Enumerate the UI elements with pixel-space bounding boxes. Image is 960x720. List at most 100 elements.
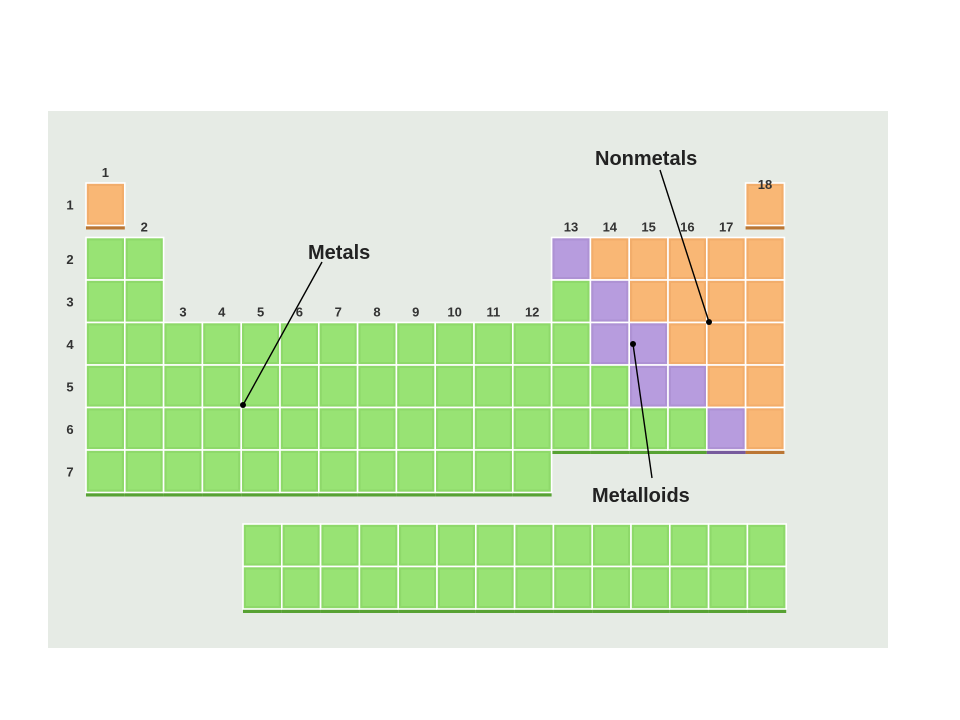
element-cell-metal: [550, 279, 592, 327]
element-cell-nonmetal: [667, 321, 708, 369]
element-cell-metal: [280, 523, 322, 571]
element-cell-nonmetal: [744, 236, 786, 284]
metalloids-label: Metalloids: [592, 485, 690, 507]
element-cell-metal: [356, 406, 398, 454]
group-label: 10: [447, 305, 461, 320]
group-label: 7: [335, 305, 342, 320]
element-cell-metal: [85, 406, 126, 454]
element-cell-metal: [162, 406, 204, 454]
element-cell-metal: [395, 406, 436, 454]
period-label: 7: [66, 464, 73, 479]
element-cell-metal: [434, 364, 475, 412]
element-cell-metal: [436, 523, 477, 571]
element-cell-metal: [591, 523, 632, 571]
element-cell-metal: [746, 565, 788, 613]
group-label: 12: [525, 305, 539, 320]
element-cell-metal: [589, 406, 631, 454]
group-label: 13: [564, 220, 578, 235]
period-label: 6: [66, 422, 73, 437]
element-cell-metal: [124, 364, 165, 412]
element-cell-metal: [552, 565, 594, 613]
element-cell-metal: [85, 321, 126, 369]
element-cell-metalloid: [628, 364, 669, 412]
element-cell-metal: [319, 565, 361, 613]
element-cell-metal: [707, 565, 749, 613]
element-cell-metal: [473, 406, 514, 454]
element-cell-metal: [162, 449, 204, 497]
element-cell-metal: [240, 406, 281, 454]
element-cell-metal: [124, 236, 165, 284]
element-cell-metal: [473, 449, 514, 497]
element-cell-metal: [124, 406, 165, 454]
element-cell-metal: [201, 321, 242, 369]
element-cell-metal: [201, 449, 242, 497]
element-cell-metal: [317, 449, 359, 497]
element-cell-metal: [434, 406, 475, 454]
element-cell-metalloid: [667, 364, 708, 412]
group-label: 18: [758, 177, 772, 192]
element-cell-nonmetal: [667, 236, 708, 284]
element-cell-metal: [124, 321, 165, 369]
element-cell-nonmetal: [705, 236, 747, 284]
element-cell-metal: [513, 565, 555, 613]
group-label: 14: [603, 220, 618, 235]
element-cell-metal: [397, 523, 438, 571]
element-cell-metal: [511, 321, 553, 369]
nonmetals-pointer-dot: [706, 319, 712, 325]
element-cell-nonmetal: [628, 279, 669, 327]
element-cell-metal: [395, 321, 436, 369]
element-cell-metal: [124, 449, 165, 497]
element-cell-metal: [242, 523, 283, 571]
element-cell-metal: [358, 565, 399, 613]
element-cell-metal: [162, 364, 204, 412]
group-label: 1: [102, 165, 109, 180]
main-table-grid: [85, 182, 786, 497]
element-cell-nonmetal: [744, 279, 786, 327]
element-cell-metal: [317, 406, 359, 454]
element-cell-metal: [552, 523, 594, 571]
metalloids-pointer-dot: [630, 341, 636, 347]
group-label: 16: [680, 220, 694, 235]
element-cell-metal: [201, 406, 242, 454]
element-cell-metal: [630, 523, 671, 571]
element-cell-metal: [473, 364, 514, 412]
group-label: 3: [179, 305, 186, 320]
element-cell-metal: [630, 565, 671, 613]
element-cell-metal: [434, 321, 475, 369]
element-cell-metalloid: [589, 321, 631, 369]
element-cell-metal: [589, 364, 631, 412]
element-cell-metal: [707, 523, 749, 571]
element-cell-metal: [279, 321, 320, 369]
element-cell-metal: [668, 565, 710, 613]
element-cell-metal: [550, 321, 592, 369]
element-cell-metal: [240, 321, 281, 369]
element-cell-metal: [668, 523, 710, 571]
element-cell-metal: [240, 449, 281, 497]
element-cell-metal: [511, 449, 553, 497]
group-label: 5: [257, 305, 264, 320]
element-cell-metalloid: [589, 279, 631, 327]
element-cell-metal: [317, 321, 359, 369]
element-cell-metal: [279, 364, 320, 412]
element-cell-nonmetal: [667, 279, 708, 327]
element-cell-metalloid: [550, 236, 592, 284]
element-cell-metal: [201, 364, 242, 412]
element-cell-metal: [473, 321, 514, 369]
element-cell-metal: [667, 406, 708, 454]
element-cell-metal: [746, 523, 788, 571]
period-label: 5: [66, 379, 73, 394]
element-cell-metal: [356, 364, 398, 412]
element-cell-metal: [242, 565, 283, 613]
element-cell-metalloid: [705, 406, 747, 454]
group-label: 11: [487, 305, 501, 320]
element-cell-nonmetal: [744, 406, 786, 454]
element-cell-metal: [319, 523, 361, 571]
element-cell-metal: [279, 449, 320, 497]
element-cell-metal: [434, 449, 475, 497]
group-label: 8: [373, 305, 380, 320]
element-cell-metal: [356, 449, 398, 497]
element-cell-metal: [550, 406, 592, 454]
element-cell-nonmetal: [589, 236, 631, 284]
element-cell-metal: [85, 279, 126, 327]
